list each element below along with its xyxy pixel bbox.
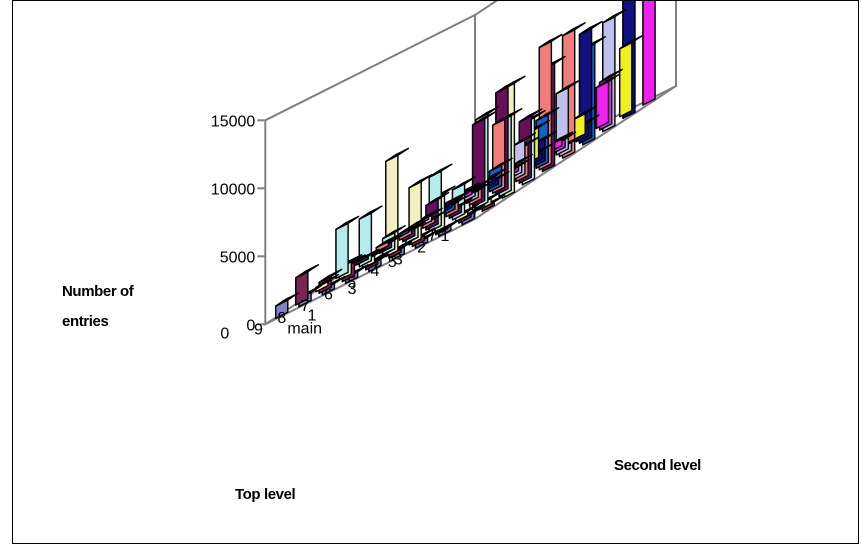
z-axis-title: Number of entries xyxy=(62,283,135,330)
bar-top3-second9 xyxy=(595,73,620,130)
second-level-tick: 9 xyxy=(468,201,477,218)
z-tick-label: 5000 xyxy=(220,249,256,266)
top-level-tick: 7 xyxy=(301,298,310,315)
y-axis-title: Second level xyxy=(614,457,701,474)
chart-bars xyxy=(275,1,656,319)
bar-top9-second3 xyxy=(335,215,360,280)
top-level-tick: 3 xyxy=(394,251,403,268)
x-axis-title: Top level xyxy=(235,486,296,503)
top-level-tick: 8 xyxy=(277,310,286,327)
z-tick-label: 0 xyxy=(246,317,255,334)
bar-top2-second9 xyxy=(619,35,643,118)
top-level-tick: 6 xyxy=(324,286,333,303)
z-axis-ticks: 0 5000 10000 15000 0 xyxy=(211,113,266,342)
bar-top1-second9 xyxy=(642,1,656,106)
bar-top9-second1 xyxy=(295,264,320,306)
z-tick-label: 10000 xyxy=(211,181,256,198)
top-level-tick: 4 xyxy=(371,263,380,280)
z-tick-label: 15000 xyxy=(211,113,256,130)
second-level-tick: main xyxy=(287,321,322,338)
bar-top3-second1 xyxy=(434,219,459,236)
bar-top8-second3 xyxy=(358,205,383,268)
top-level-tick: 9 xyxy=(254,321,263,338)
bar-top9-second4 xyxy=(355,248,380,266)
top-level-tick: 1 xyxy=(440,228,449,245)
top-level-tick: 2 xyxy=(417,240,426,257)
top-level-tick: 5 xyxy=(347,275,356,292)
second-level-tick: 5 xyxy=(388,254,397,271)
second-level-tick: 7 xyxy=(428,228,437,245)
second-level-tick: 1 xyxy=(307,307,316,324)
second-level-tick: 3 xyxy=(348,281,357,298)
bar-top9-secondmain xyxy=(275,292,299,319)
z-tick-label-origin: 0 xyxy=(220,325,229,342)
